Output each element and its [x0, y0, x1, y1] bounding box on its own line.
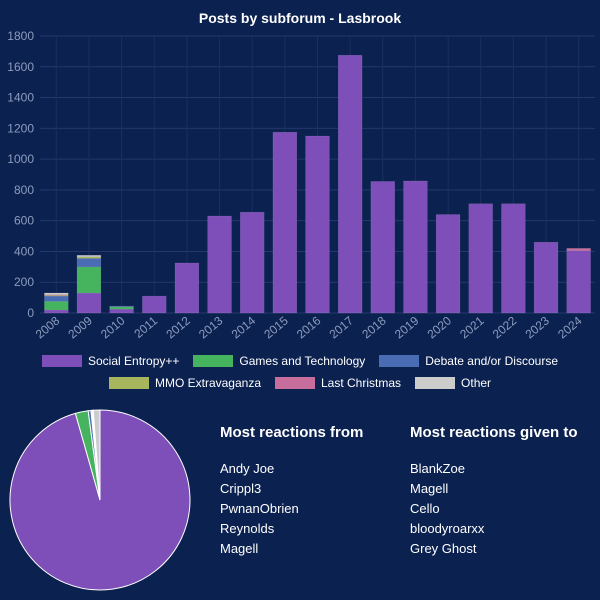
bar-segment: [566, 250, 591, 314]
chart-legend: Social Entropy++ Games and Technology De…: [0, 350, 600, 394]
bar-segment: [76, 258, 102, 268]
pie-chart: [9, 409, 191, 591]
x-tick-label: 2008: [33, 313, 63, 341]
x-tick-label: 2020: [425, 313, 455, 341]
legend-label: Games and Technology: [239, 354, 366, 368]
bar-segment: [370, 181, 395, 314]
bar-segment: [566, 248, 591, 251]
legend-item-games-technology[interactable]: Games and Technology: [193, 354, 365, 368]
x-tick-label: 2021: [457, 313, 487, 341]
legend-swatch: [415, 377, 456, 389]
legend-swatch: [275, 377, 315, 389]
x-tick-label: 2013: [196, 313, 226, 341]
reactions-given-user: bloodyroarxx: [410, 521, 485, 536]
legend-item-mmo-extravaganza[interactable]: MMO Extravaganza: [108, 376, 261, 390]
x-tick-label: 2015: [261, 313, 291, 341]
bar-segment: [142, 295, 167, 314]
bar-segment: [403, 180, 428, 314]
x-tick-label: 2010: [98, 313, 128, 341]
legend-item-social-entropy[interactable]: Social Entropy++: [42, 354, 179, 368]
legend-swatch: [193, 355, 234, 367]
y-tick-label: 1200: [7, 121, 34, 135]
legend-item-debate-discourse[interactable]: Debate and/or Discourse: [379, 354, 558, 368]
bar-segment: [109, 305, 134, 308]
reactions-from-user: Crippl3: [220, 481, 262, 496]
reactions-from-heading: Most reactions from: [220, 424, 364, 441]
x-tick-label: 2009: [65, 313, 95, 341]
bar-segment: [305, 135, 330, 314]
reactions-given-user: Magell: [410, 481, 449, 496]
legend-item-last-christmas[interactable]: Last Christmas: [275, 376, 401, 390]
bar-segment: [468, 203, 493, 314]
bar-segment: [109, 308, 134, 314]
bar-segment: [44, 292, 69, 295]
bar-chart: Posts by subforum - Lasbrook 0 200 400 600 80…: [7, 10, 595, 341]
most-reactions-given-to: Most reactions given to BlankZoe Magell …: [410, 424, 600, 559]
y-tick-label: 1000: [7, 152, 34, 166]
reactions-from-user: Reynolds: [220, 521, 275, 536]
most-reactions-from: Most reactions from Andy Joe Crippl3 Pwn…: [220, 424, 410, 559]
pie-slice: [92, 409, 101, 501]
y-tick-label: 1600: [7, 60, 34, 74]
x-tick-label: 2012: [163, 313, 193, 341]
bar-segment: [109, 306, 134, 310]
bar-segment: [76, 292, 102, 314]
reactions-from-user: Andy Joe: [220, 461, 275, 476]
x-tick-label: 2017: [327, 313, 357, 341]
legend-label: Social Entropy++: [88, 354, 180, 368]
legend-label: Other: [461, 376, 492, 390]
reactions-given-user: Cello: [410, 501, 440, 516]
bar-segment: [435, 214, 461, 314]
chart-title: Posts by subforum - Lasbrook: [199, 10, 401, 26]
legend-label: Debate and/or Discourse: [425, 354, 558, 368]
y-tick-label: 400: [14, 244, 34, 258]
x-tick-label: 2023: [523, 313, 553, 341]
x-tick-label: 2018: [359, 313, 389, 341]
y-tick-label: 1400: [7, 91, 34, 105]
bar-segment: [44, 295, 69, 302]
x-tick-label: 2024: [555, 313, 585, 341]
bar-segment: [207, 215, 232, 314]
reactions-from-user: Magell: [220, 541, 259, 556]
legend-label: MMO Extravaganza: [154, 376, 261, 390]
reactions-from-user: PwnanObrien: [220, 501, 299, 516]
y-tick-label: 1800: [7, 29, 34, 43]
x-tick-label: 2019: [392, 313, 422, 341]
legend-swatch: [379, 355, 420, 367]
x-tick-label: 2022: [490, 313, 520, 341]
bar-segment: [44, 309, 69, 314]
legend-swatch: [42, 355, 82, 367]
reactions-given-user: BlankZoe: [410, 461, 465, 476]
bar-segment: [76, 255, 102, 258]
bar-segment: [272, 131, 298, 314]
y-tick-label: 600: [14, 214, 34, 228]
bar-segment: [337, 54, 363, 314]
reactions-given-heading: Most reactions given to: [410, 424, 578, 441]
legend-item-other[interactable]: Other: [415, 376, 491, 390]
x-tick-label: 2011: [131, 313, 160, 341]
bar-segment: [240, 211, 265, 314]
bar-segment: [533, 241, 559, 314]
bar-segment: [174, 262, 200, 314]
legend-label: Last Christmas: [321, 376, 402, 390]
reactions-given-user: Grey Ghost: [410, 541, 477, 556]
bar-segment: [76, 266, 102, 294]
y-tick-label: 0: [27, 306, 34, 320]
y-tick-label: 800: [14, 183, 34, 197]
x-tick-label: 2016: [294, 313, 324, 341]
legend-swatch: [108, 377, 149, 389]
y-tick-label: 200: [14, 275, 34, 289]
bar-segment: [501, 203, 526, 314]
bar-segment: [44, 301, 69, 311]
x-tick-label: 2014: [229, 313, 259, 341]
